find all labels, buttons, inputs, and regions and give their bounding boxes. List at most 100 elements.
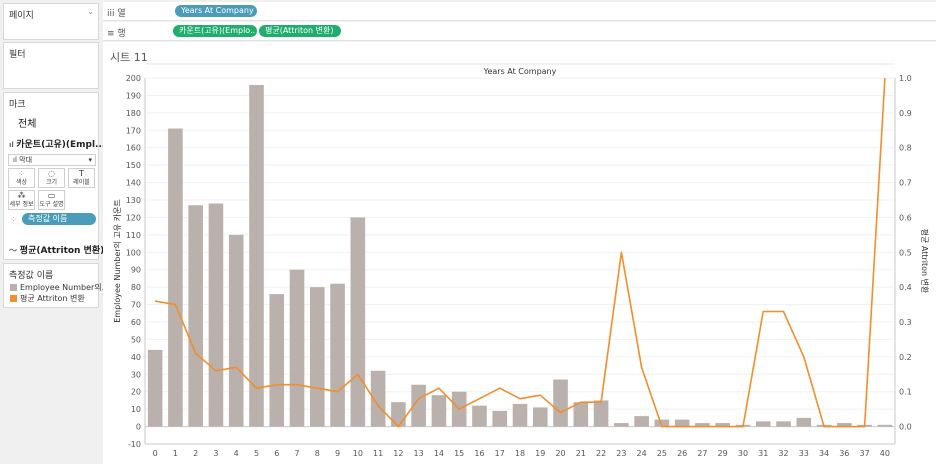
- bar: [837, 423, 852, 427]
- x-tick-label: 4: [234, 449, 239, 458]
- x-tick-label: 11: [373, 449, 383, 458]
- y-left-tick-label: 50: [131, 335, 141, 344]
- tooltip-icon: ▭: [47, 191, 56, 200]
- x-tick-label: 29: [718, 449, 728, 458]
- x-tick-label: 24: [637, 449, 647, 458]
- y-left-tick-label: -10: [128, 440, 141, 449]
- bar: [330, 283, 345, 427]
- marks-second-measure[interactable]: 〜 평균(Attriton 변환): [9, 246, 105, 256]
- x-tick-label: 40: [880, 449, 890, 458]
- y-left-tick-label: 70: [131, 301, 141, 310]
- bar: [877, 424, 893, 427]
- detail-icon: ⁂: [17, 191, 26, 200]
- bar: [350, 217, 366, 427]
- bar: [776, 421, 791, 427]
- legend-item-count[interactable]: Employee Number의...: [10, 282, 109, 293]
- bar: [431, 395, 447, 427]
- filters-title: 필터: [9, 50, 26, 60]
- combo-chart: Years At Company-10010203040506070809010…: [112, 63, 930, 458]
- marks-measure-header[interactable]: ıl 카운트(고유)(Empl...: [9, 140, 106, 150]
- x-tick-label: 20: [555, 449, 565, 458]
- avg-attrition-pill[interactable]: 평균(Attriton 변환): [259, 25, 341, 37]
- pages-title: 페이지: [9, 11, 34, 21]
- y-left-tick-label: 200: [126, 74, 141, 83]
- x-tick-label: 23: [616, 449, 626, 458]
- legend-item-attrition[interactable]: 평균 Attriton 변환: [10, 293, 85, 304]
- bar: [614, 423, 629, 427]
- y-right-axis-title: 평균 Attriton 변환: [920, 229, 930, 294]
- y-left-tick-label: 110: [126, 231, 141, 240]
- y-left-tick-label: 20: [131, 388, 141, 397]
- size-icon: ◌: [48, 169, 55, 178]
- color-button[interactable]: ⁘ 색상: [8, 168, 35, 188]
- x-tick-label: 19: [535, 449, 545, 458]
- years-at-company-pill[interactable]: Years At Company: [175, 5, 257, 17]
- y-left-tick-label: 0: [136, 423, 141, 432]
- y-right-tick-label: 0.3: [899, 318, 912, 327]
- x-tick-label: 6: [274, 449, 279, 458]
- chevron-down-icon[interactable]: ⌄: [87, 7, 94, 16]
- bar: [492, 410, 508, 427]
- y-left-tick-label: 10: [131, 405, 141, 414]
- bar: [370, 370, 386, 427]
- bar: [411, 384, 426, 427]
- x-tick-label: 22: [596, 449, 606, 458]
- columns-shelf[interactable]: iii 열 Years At Company: [103, 2, 936, 21]
- x-tick-label: 33: [799, 449, 809, 458]
- x-tick-label: 32: [778, 449, 788, 458]
- rows-shelf-label: ≡ 행: [107, 29, 126, 39]
- count-distinct-pill[interactable]: 카운트(고유)(Emplo..: [173, 25, 257, 37]
- chart-title: Years At Company: [483, 67, 557, 76]
- filters-card[interactable]: 필터: [3, 42, 99, 89]
- bar: [654, 419, 670, 427]
- bar: [715, 423, 730, 427]
- tooltip-button[interactable]: ▭ 도구 설명: [38, 190, 65, 210]
- detail-button[interactable]: ⁂ 세부 정보: [8, 190, 35, 210]
- x-tick-label: 3: [213, 449, 218, 458]
- y-left-tick-label: 140: [126, 179, 141, 188]
- rows-shelf[interactable]: ≡ 행 카운트(고유)(Emplo.. 평균(Attriton 변환): [103, 22, 936, 41]
- x-tick-label: 15: [454, 449, 464, 458]
- bar: [593, 400, 609, 427]
- label-button[interactable]: T 레이블: [68, 168, 95, 188]
- bar: [188, 205, 203, 427]
- y-left-axis-title: Employee Number의 고유 카운트: [112, 199, 122, 323]
- bar-mark-icon: ıl: [13, 156, 20, 164]
- x-tick-label: 1: [173, 449, 178, 458]
- y-right-tick-label: 0.5: [899, 248, 912, 257]
- x-tick-label: 7: [294, 449, 299, 458]
- measure-names-color-pill[interactable]: 측정값 이름: [22, 213, 96, 225]
- bar: [289, 269, 305, 427]
- x-tick-label: 25: [657, 449, 667, 458]
- x-tick-label: 31: [758, 449, 768, 458]
- legend-title: 측정값 이름: [9, 271, 54, 281]
- marks-all[interactable]: 전체: [18, 119, 37, 130]
- y-left-tick-label: 190: [126, 91, 141, 100]
- bar: [228, 234, 244, 427]
- dropdown-arrow-icon: ▾: [88, 156, 92, 164]
- mark-type-select[interactable]: ıl 막대 ▾: [8, 154, 96, 166]
- y-left-tick-label: 60: [131, 318, 141, 327]
- color-dots-icon: ⁘: [18, 169, 25, 178]
- x-tick-label: 14: [434, 449, 444, 458]
- x-tick-label: 10: [353, 449, 363, 458]
- x-tick-label: 36: [839, 449, 849, 458]
- bar: [553, 379, 568, 427]
- marks-card: 마크 전체 ıl 카운트(고유)(Empl... ıl 막대 ▾ ⁘ 색상 ◌ 크기…: [3, 92, 105, 260]
- y-left-tick-label: 120: [126, 213, 141, 222]
- line-chart-icon: 〜: [9, 246, 20, 255]
- bar: [796, 417, 812, 427]
- x-tick-label: 2: [193, 449, 198, 458]
- bar: [674, 419, 690, 427]
- y-right-tick-label: 1.0: [899, 74, 912, 83]
- pages-card[interactable]: 페이지 ⌄: [3, 3, 99, 40]
- x-tick-label: 0: [153, 449, 158, 458]
- marks-title: 마크: [9, 100, 26, 110]
- bar: [573, 402, 589, 427]
- size-button[interactable]: ◌ 크기: [38, 168, 65, 188]
- x-tick-label: 37: [860, 449, 870, 458]
- y-right-tick-label: 0.6: [899, 213, 912, 222]
- x-tick-label: 27: [697, 449, 707, 458]
- y-left-tick-label: 160: [126, 144, 141, 153]
